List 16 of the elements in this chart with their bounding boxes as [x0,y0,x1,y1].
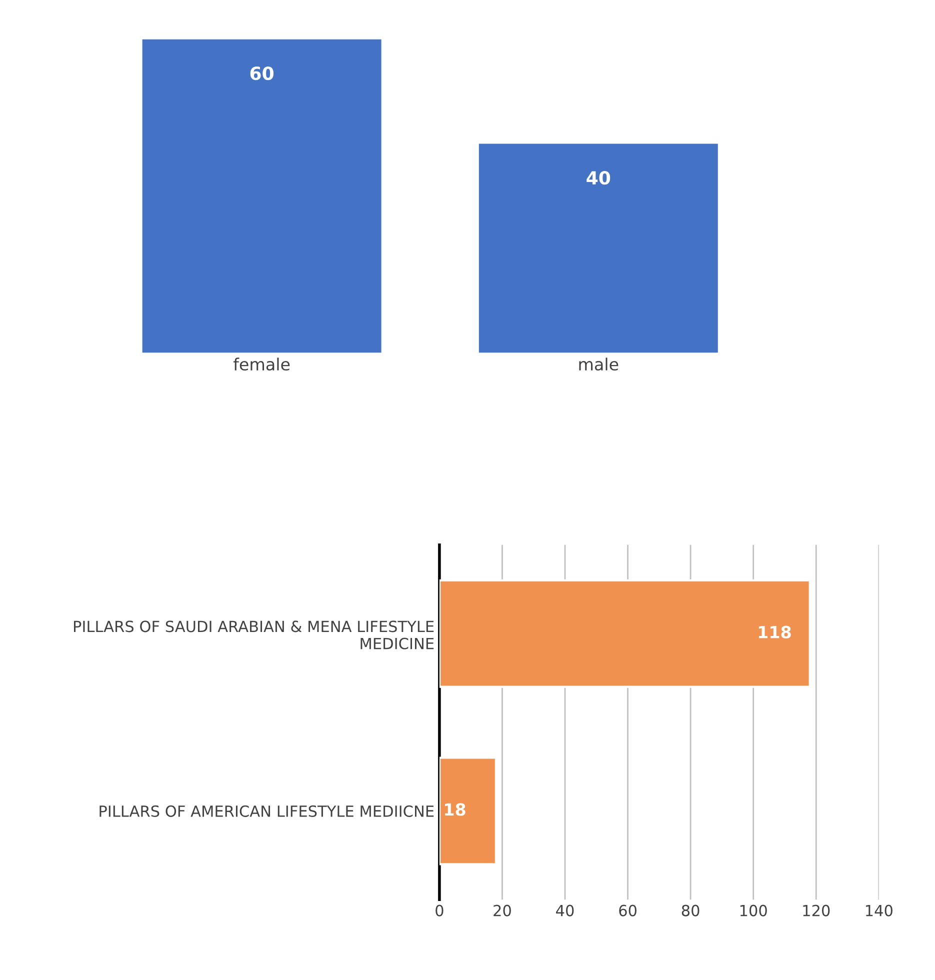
y-tick-label: PILLARS OF SAUDI ARABIAN & MENA LIFESTYLE MEDICINE [74,620,434,650]
data-label: 18 [445,803,466,816]
x-tick-label: male [579,358,618,371]
x-tick-label: 0 [436,904,444,916]
data-label: 40 [586,171,610,185]
x-tick-label: 120 [803,904,830,916]
x-tick-label: female [233,358,290,371]
x-tick-label: 100 [740,904,767,916]
data-label: 118 [758,626,791,638]
x-tick-label: 80 [682,904,700,916]
x-tick-label: 40 [556,904,574,916]
x-tick-label: 60 [619,904,636,916]
y-tick-label: PILLARS OF AMERICAN LIFESTYLE MEDIICNE [100,805,434,817]
data-label: 60 [250,66,274,80]
x-tick-label: 140 [866,904,892,916]
x-tick-label: 20 [494,904,511,916]
